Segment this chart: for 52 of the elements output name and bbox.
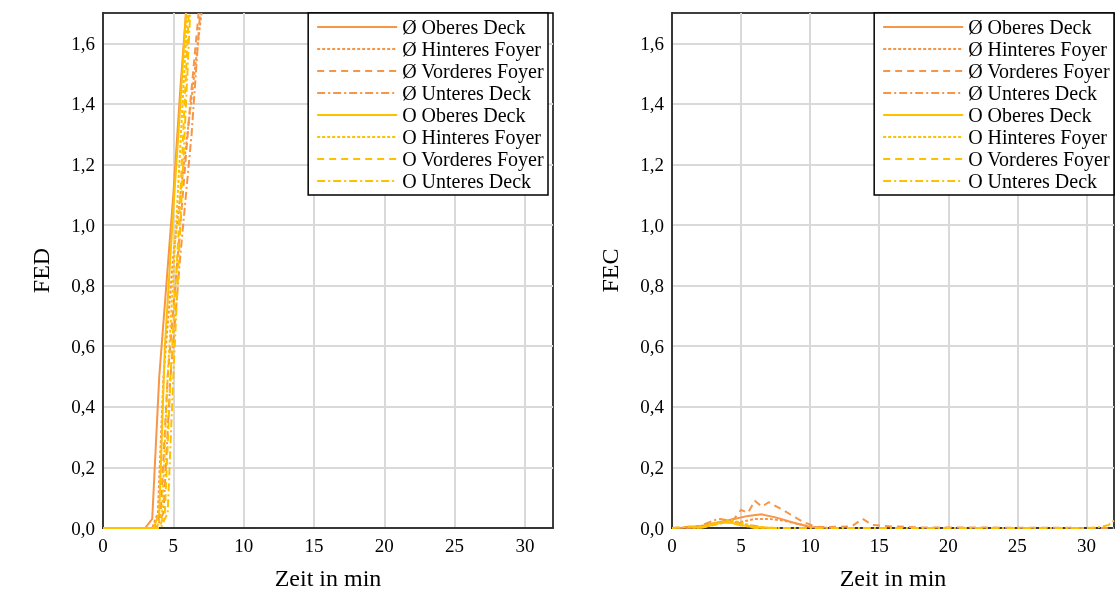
y-tick-label: 0,4: [71, 396, 96, 418]
legend-label: O Vorderes Foyer: [968, 148, 1110, 171]
x-axis-title: Zeit in min: [839, 565, 947, 591]
y-tick-label: 0,0: [71, 517, 95, 539]
legend-label: O Vorderes Foyer: [402, 148, 544, 171]
x-tick-label: 10: [800, 535, 820, 556]
y-tick-label: 1,6: [71, 32, 95, 54]
y-tick-label: 1,0: [640, 214, 664, 236]
legend-label: O Hinteres Foyer: [968, 126, 1108, 149]
y-axis-title: FEC: [597, 248, 623, 293]
y-tick-label: 0,4: [640, 396, 665, 418]
y-tick-label: 1,4: [71, 93, 96, 115]
legend-label: Ø Oberes Deck: [402, 16, 526, 38]
legend-label: Ø Vorderes Foyer: [402, 60, 544, 83]
legend-label: O Oberes Deck: [968, 104, 1092, 126]
legend-label: O Hinteres Foyer: [402, 126, 542, 149]
y-tick-label: 1,6: [640, 32, 664, 54]
legend-label: O Unteres Deck: [402, 170, 532, 192]
legend-label: Ø Hinteres Foyer: [968, 38, 1108, 61]
y-tick-label: 0,8: [71, 275, 95, 297]
y-tick-label: 0,0: [640, 517, 664, 539]
x-tick-label: 0: [98, 535, 108, 556]
legend-label: Ø Vorderes Foyer: [968, 60, 1110, 83]
legend-label: Ø Oberes Deck: [968, 16, 1092, 38]
x-tick-label: 30: [1076, 535, 1096, 556]
legend-label: Ø Hinteres Foyer: [402, 38, 542, 61]
legend-label: O Oberes Deck: [402, 104, 526, 126]
y-tick-label: 1,4: [640, 93, 665, 115]
y-tick-label: 1,2: [71, 153, 95, 175]
x-tick-label: 5: [168, 535, 179, 556]
x-tick-label: 30: [515, 535, 535, 556]
x-axis-title: Zeit in min: [274, 565, 382, 591]
x-tick-label: 25: [1007, 535, 1027, 556]
x-tick-label: 20: [938, 535, 958, 556]
y-tick-label: 1,2: [640, 153, 664, 175]
y-tick-label: 0,8: [640, 275, 664, 297]
y-tick-label: 0,2: [640, 456, 664, 478]
x-tick-label: 0: [667, 535, 677, 556]
legend-label: O Unteres Deck: [968, 170, 1098, 192]
x-tick-label: 15: [869, 535, 889, 556]
x-tick-label: 15: [304, 535, 324, 556]
legend-label: Ø Unteres Deck: [968, 82, 1098, 104]
y-tick-label: 0,6: [71, 335, 95, 357]
x-tick-label: 25: [445, 535, 465, 556]
y-axis-title: FED: [28, 247, 54, 294]
x-tick-label: 5: [736, 535, 746, 556]
y-tick-label: 0,6: [640, 335, 664, 357]
x-tick-label: 20: [374, 535, 394, 556]
x-tick-label: 10: [234, 535, 254, 556]
y-tick-label: 1,0: [71, 214, 95, 236]
legend-label: Ø Unteres Deck: [402, 82, 532, 104]
y-tick-label: 0,2: [71, 456, 95, 478]
